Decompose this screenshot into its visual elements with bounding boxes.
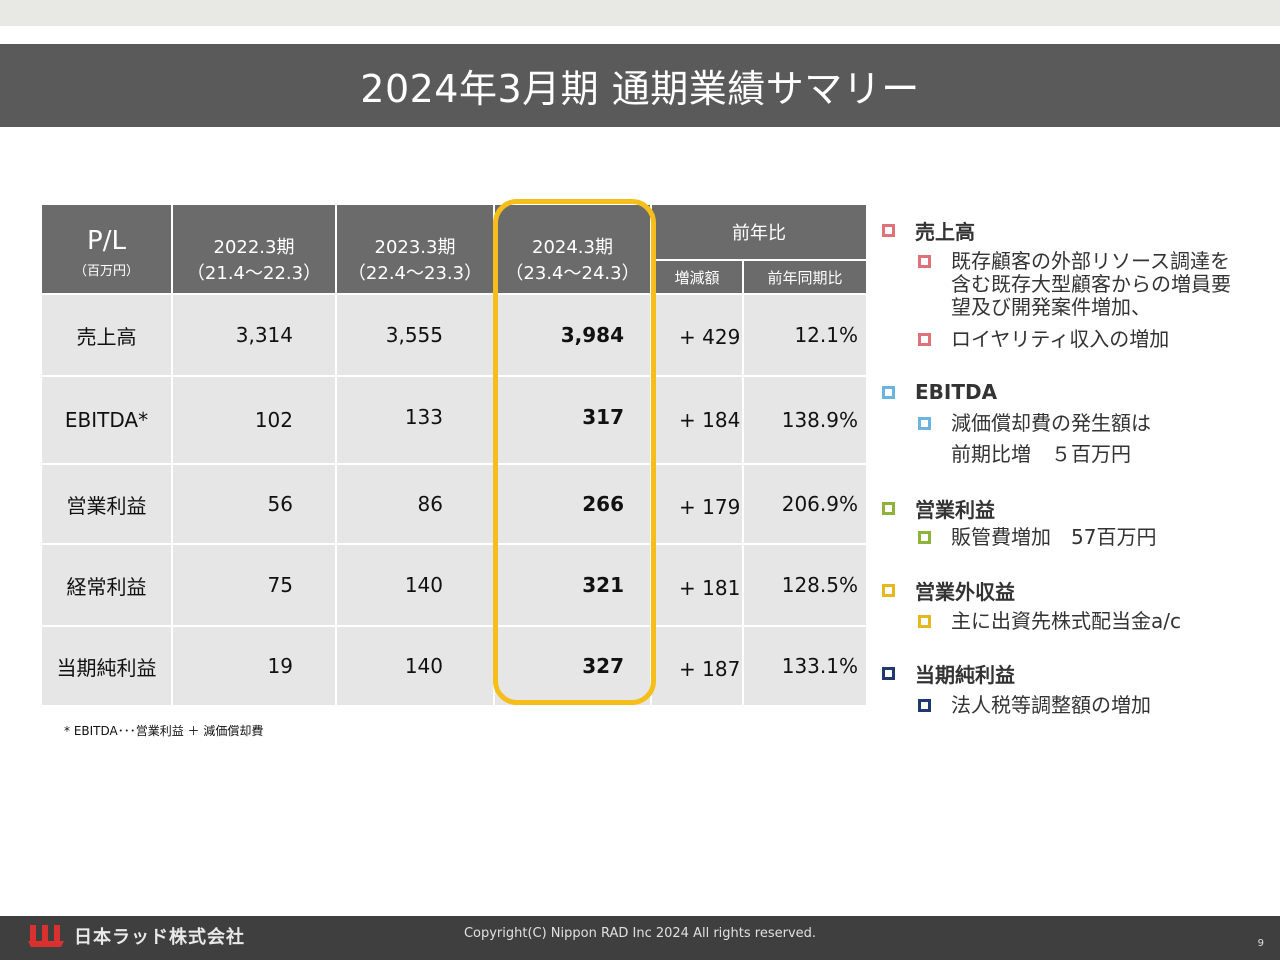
cell-value-highlight: 321: [495, 545, 650, 625]
cell-pct: 206.9%: [744, 465, 866, 543]
corner-unit: （百万円）: [73, 263, 139, 279]
square-bullet-icon: [918, 255, 931, 268]
note-heading-sales: 売上高: [882, 216, 975, 245]
yoy-pct-header: 前年同期比: [744, 261, 866, 293]
cell-pct: 133.1%: [744, 627, 866, 705]
pl-table: P/L （百万円） 2022.3期 （21.4～22.3） 2023.3期 （2…: [42, 205, 866, 705]
note-heading-text: 営業利益: [915, 498, 995, 522]
period-header-1: 2023.3期 （22.4～23.3）: [337, 205, 493, 293]
cell-value: 140: [337, 627, 493, 705]
note-heading-operating-profit: 営業利益: [882, 494, 995, 523]
period-header-2: 2024.3期 （23.4～24.3）: [495, 205, 650, 293]
row-label: 売上高: [42, 295, 171, 375]
top-strip: [0, 0, 1280, 26]
period-range: （23.4～24.3）: [505, 263, 640, 284]
footnote: * EBITDA･･･営業利益 ＋ 減価償却費: [64, 724, 264, 738]
cell-value: 19: [173, 627, 335, 705]
page-number: 9: [1257, 938, 1264, 949]
cell-pct: 138.9%: [744, 377, 866, 463]
copyright: Copyright(C) Nippon RAD Inc 2024 All rig…: [463, 926, 817, 941]
corner-label: P/L: [87, 225, 126, 256]
cell-diff: + 181: [652, 545, 742, 625]
cell-pct: 12.1%: [744, 295, 866, 375]
note-item: 販管費増加 57百万円: [918, 526, 1156, 549]
square-bullet-icon: [918, 531, 931, 544]
note-item-text: ロイヤリティ収入の増加: [951, 327, 1170, 351]
note-item-text: 既存顧客の外部リソース調達を含む既存大型顧客からの増員要望及び開発案件増加、: [951, 249, 1231, 319]
title-bar: 2024年3月期 通期業績サマリー: [0, 44, 1280, 127]
note-item-text: 販管費増加 57百万円: [951, 525, 1157, 549]
cell-value-highlight: 317: [495, 377, 650, 463]
square-bullet-icon: [918, 615, 931, 628]
note-heading-text: 売上高: [915, 220, 975, 244]
note-item-text: 法人税等調整額の増加: [951, 693, 1151, 717]
square-bullet-icon: [918, 333, 931, 346]
note-item: 法人税等調整額の増加: [918, 694, 1151, 717]
note-heading-net-income: 当期純利益: [882, 659, 1015, 688]
cell-diff: + 429: [652, 295, 742, 375]
row-label: 経常利益: [42, 545, 171, 625]
note-heading-non-operating-income: 営業外収益: [882, 576, 1015, 605]
row-label: 当期純利益: [42, 627, 171, 705]
period-range: （21.4～22.3）: [186, 263, 322, 284]
company-logo-mark-icon: [28, 925, 68, 947]
note-item: 主に出資先株式配当金a/c: [918, 610, 1181, 633]
cell-diff: + 179: [652, 465, 742, 543]
note-heading-text: EBITDA: [915, 380, 998, 404]
yoy-diff-header: 増減額: [652, 261, 742, 293]
period-label: 2022.3期: [213, 237, 295, 258]
note-item: 既存顧客の外部リソース調達を含む既存大型顧客からの増員要望及び開発案件増加、: [918, 250, 1238, 319]
square-bullet-icon: [882, 584, 895, 597]
period-label: 2023.3期: [374, 237, 456, 258]
cell-value: 56: [173, 465, 335, 543]
corner-header: P/L （百万円）: [42, 205, 171, 293]
square-bullet-icon: [882, 224, 895, 237]
cell-value-highlight: 266: [495, 465, 650, 543]
square-bullet-icon: [918, 699, 931, 712]
cell-diff: + 187: [652, 627, 742, 705]
note-item-text: 減価償却費の発生額は前期比増 ５百万円: [951, 411, 1151, 466]
period-label: 2024.3期: [532, 237, 613, 258]
note-heading-text: 営業外収益: [915, 580, 1015, 604]
note-heading-text: 当期純利益: [915, 663, 1015, 687]
row-label: EBITDA*: [42, 377, 171, 463]
yoy-header: 前年比: [652, 205, 866, 259]
cell-value: 86: [337, 465, 493, 543]
cell-value-highlight: 3,984: [495, 295, 650, 375]
cell-value: 102: [173, 377, 335, 463]
square-bullet-icon: [882, 502, 895, 515]
row-label: 営業利益: [42, 465, 171, 543]
cell-value-highlight: 327: [495, 627, 650, 705]
note-item-text: 主に出資先株式配当金a/c: [951, 609, 1181, 633]
period-range: （22.4～23.3）: [347, 263, 483, 284]
cell-value: 3,555: [337, 295, 493, 375]
cell-pct: 128.5%: [744, 545, 866, 625]
note-item: 減価償却費の発生額は前期比増 ５百万円: [918, 411, 1158, 470]
cell-diff: + 184: [652, 377, 742, 463]
company-name: 日本ラッド株式会社: [74, 927, 245, 948]
period-header-0: 2022.3期 （21.4～22.3）: [173, 205, 335, 293]
square-bullet-icon: [882, 667, 895, 680]
square-bullet-icon: [918, 417, 931, 430]
cell-value: 75: [173, 545, 335, 625]
footer-bar: [0, 916, 1280, 960]
cell-value: 3,314: [173, 295, 335, 375]
note-heading-ebitda: EBITDA: [882, 380, 997, 404]
square-bullet-icon: [882, 385, 895, 399]
highlight-frame: [493, 199, 656, 705]
note-item: ロイヤリティ収入の増加: [918, 328, 1169, 351]
company-logo: 日本ラッド株式会社: [28, 923, 245, 949]
cell-value: 133: [337, 377, 493, 463]
page-title: 2024年3月期 通期業績サマリー: [360, 67, 920, 111]
cell-value: 140: [337, 545, 493, 625]
